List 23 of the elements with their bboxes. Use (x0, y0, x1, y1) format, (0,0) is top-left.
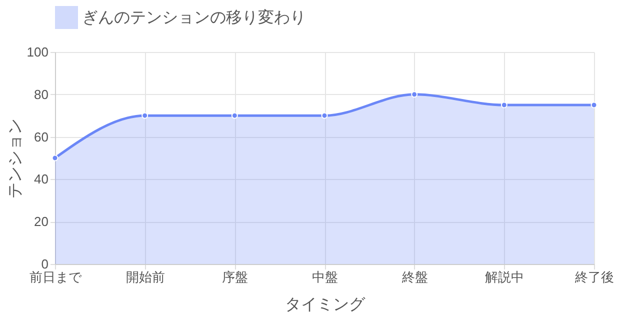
x-tick-label: 中盤 (312, 270, 338, 284)
y-tick-label: 60 (34, 129, 48, 144)
x-tick-label: 開始前 (126, 270, 165, 284)
point (411, 91, 418, 98)
point (500, 102, 508, 108)
y-tick-label: 20 (34, 214, 48, 230)
y-axis-title: テンション (6, 118, 24, 198)
x-tick-label: 終盤 (400, 270, 428, 284)
point (590, 102, 598, 108)
legend-label: ぎんのテンションの移り変わり (82, 8, 306, 26)
point (231, 112, 238, 119)
x-tick-label: 解説中 (485, 270, 524, 284)
point (321, 112, 328, 119)
x-tick-label: 前日まで (30, 270, 82, 284)
x-tick-label: 序盤 (222, 270, 248, 284)
y-tick-label: 100 (26, 44, 48, 60)
x-tick-label: 終了後 (574, 270, 614, 284)
y-tick-label: 0 (41, 256, 48, 272)
y-tick-label: 40 (34, 172, 48, 187)
point (142, 112, 148, 119)
y-tick-label: 80 (34, 86, 48, 102)
point (52, 154, 58, 162)
x-axis-title: タイミング (285, 296, 366, 314)
